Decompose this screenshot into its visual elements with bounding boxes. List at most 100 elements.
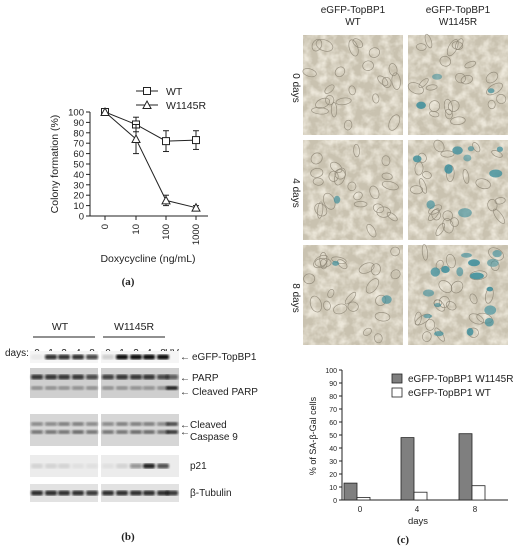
cell-outline bbox=[353, 143, 360, 158]
stained-cell bbox=[426, 200, 435, 210]
cell-outline bbox=[317, 201, 324, 219]
cell-outline bbox=[388, 114, 401, 131]
cell-outline bbox=[492, 208, 506, 224]
legend-swatch-wt bbox=[391, 387, 403, 398]
cell-outline bbox=[370, 263, 381, 276]
blot-label-egfp-topbp1: ← eGFP-TopBP1 bbox=[180, 352, 257, 363]
stained-cell bbox=[469, 272, 484, 280]
blot-band bbox=[102, 430, 114, 434]
cell-outline bbox=[369, 185, 380, 200]
label-cleaved: Cleaved bbox=[190, 420, 227, 431]
blot-band bbox=[116, 354, 128, 360]
stained-cell bbox=[467, 146, 475, 152]
legend: eGFP-TopBP1 W1145R eGFP-TopBP1 WT bbox=[391, 373, 513, 399]
stained-cell bbox=[466, 328, 474, 336]
blot-band bbox=[58, 354, 70, 360]
cell-outline bbox=[348, 85, 356, 96]
stained-cell bbox=[456, 267, 464, 277]
panel-label-c: (c) bbox=[397, 534, 410, 546]
cell-outline bbox=[353, 191, 363, 201]
bar-wt bbox=[471, 485, 486, 501]
cell-outline bbox=[435, 223, 446, 236]
stained-cell bbox=[444, 164, 453, 174]
stained-cell bbox=[489, 169, 503, 178]
cell-outline bbox=[330, 161, 343, 173]
y-tick-label: 90 bbox=[329, 381, 337, 388]
legend-label-wt: eGFP-TopBP1 WT bbox=[408, 388, 491, 399]
stained-cell bbox=[487, 88, 495, 94]
micrograph-texture bbox=[408, 35, 508, 135]
cell-outline bbox=[450, 217, 459, 228]
stained-cell bbox=[487, 258, 499, 267]
y-tick-label: 0 bbox=[333, 498, 337, 505]
strip-p21 bbox=[30, 455, 179, 477]
blot-band bbox=[116, 463, 128, 469]
cell-outline bbox=[445, 253, 456, 269]
cell-outline bbox=[416, 43, 427, 51]
panel-label-b: (b) bbox=[121, 531, 135, 543]
cell-outline bbox=[374, 312, 391, 322]
cell-outline bbox=[485, 71, 499, 84]
cell-outline bbox=[314, 203, 328, 217]
y-tick-label: 30 bbox=[329, 459, 337, 466]
blot-band bbox=[45, 430, 57, 434]
stained-cell bbox=[486, 286, 494, 292]
blot-band bbox=[45, 354, 57, 360]
blot-band bbox=[102, 463, 114, 469]
blot-band bbox=[45, 386, 57, 390]
stained-cell bbox=[496, 146, 503, 152]
y-tick-label: 80 bbox=[329, 394, 337, 401]
cell-outline bbox=[475, 178, 491, 190]
cell-outline bbox=[464, 60, 477, 69]
cell-outline bbox=[347, 181, 357, 192]
cell-outline bbox=[368, 47, 380, 58]
stained-cell bbox=[332, 260, 340, 266]
x-tick-label: 100 bbox=[161, 224, 172, 240]
stained-cell bbox=[381, 295, 392, 304]
cell-outline bbox=[488, 247, 504, 261]
y-tick-label: 0 bbox=[79, 212, 84, 223]
cell-outline bbox=[315, 97, 331, 109]
panel-c-bar-chart: 0 10 20 30 40 50 60 70 80 90 100 0 4 8 % of SA-β-Gal… bbox=[308, 368, 513, 546]
stained-cell bbox=[463, 154, 472, 162]
micrograph-texture bbox=[408, 140, 508, 240]
cell-outline bbox=[343, 119, 353, 131]
cell-outline bbox=[314, 257, 332, 268]
blot-band bbox=[45, 490, 57, 496]
strip-caspase9 bbox=[30, 414, 179, 446]
blot-band bbox=[58, 374, 70, 380]
cell-outline bbox=[313, 254, 329, 269]
strip-egfp-topbp1 bbox=[30, 351, 179, 363]
y-tick-label: 30 bbox=[73, 180, 84, 191]
cell-outline bbox=[310, 152, 323, 165]
x-tick-label: 8 bbox=[473, 505, 478, 514]
group-label-w1145r: W1145R bbox=[114, 321, 154, 333]
blot-band bbox=[31, 354, 43, 360]
cell-outline bbox=[418, 78, 429, 89]
cell-outline bbox=[311, 107, 329, 115]
blot-band bbox=[86, 430, 98, 434]
legend-label-w1145r: eGFP-TopBP1 W1145R bbox=[408, 374, 513, 385]
cell-outline bbox=[302, 68, 317, 78]
blot-band bbox=[157, 386, 169, 390]
stained-cell bbox=[423, 314, 433, 319]
y-axis-label: % of SA-β-Gal cells bbox=[308, 396, 318, 475]
cell-outline bbox=[337, 259, 348, 270]
series-wt bbox=[101, 108, 200, 153]
x-axis-label: days bbox=[408, 516, 428, 527]
cell-outline bbox=[414, 161, 424, 176]
blot-band bbox=[31, 374, 43, 380]
panel-label-a: (a) bbox=[122, 276, 135, 288]
blot-band bbox=[86, 422, 98, 426]
cell-outline bbox=[486, 82, 503, 96]
cell-outline bbox=[334, 66, 346, 78]
cell-outline bbox=[455, 38, 464, 50]
y-tick-label: 100 bbox=[68, 108, 84, 119]
blot-band bbox=[130, 374, 142, 380]
data-point-square bbox=[192, 136, 200, 145]
y-tick-label: 90 bbox=[73, 118, 84, 129]
x-tick-label: 0 bbox=[100, 224, 111, 229]
cell-outline bbox=[353, 201, 368, 208]
stained-cell bbox=[422, 289, 435, 297]
